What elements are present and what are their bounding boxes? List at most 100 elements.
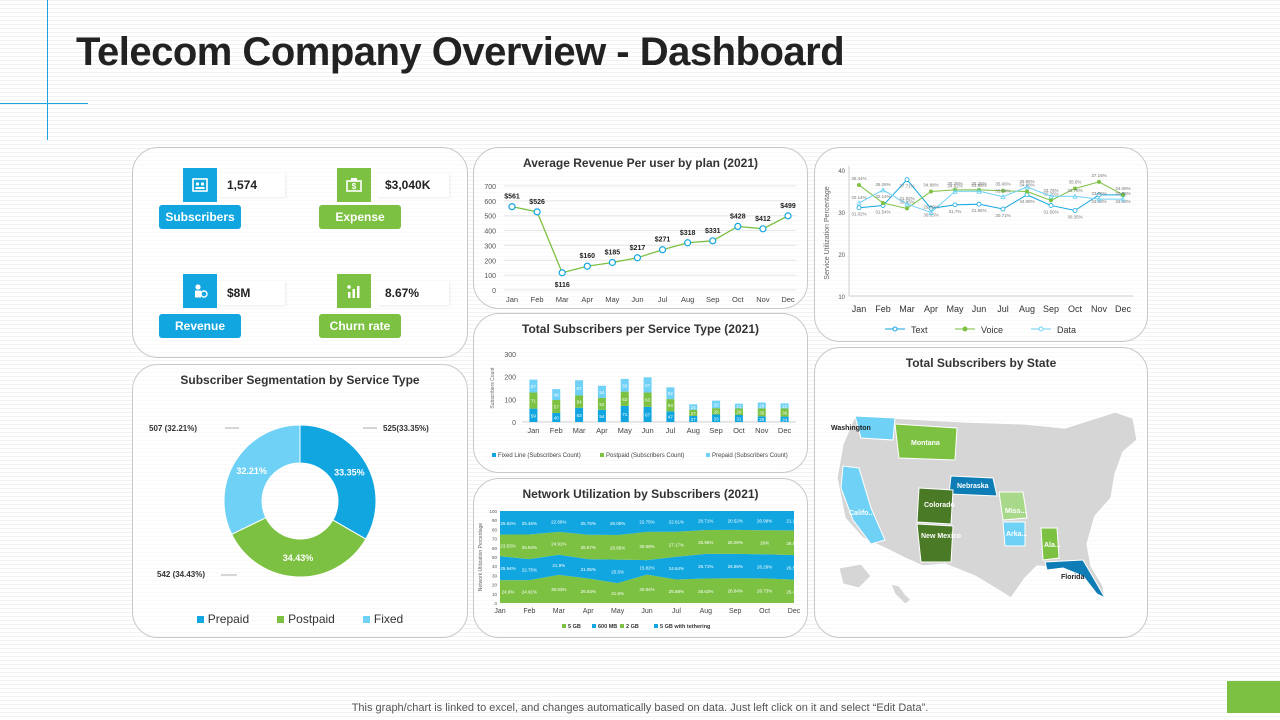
area-data-label: 26.84% xyxy=(522,545,537,550)
util-point-text xyxy=(1000,206,1006,212)
state-california[interactable] xyxy=(840,465,886,545)
state-new-mexico[interactable] xyxy=(916,523,954,563)
arpu-point xyxy=(684,239,692,247)
page-title: Telecom Company Overview - Dashboard xyxy=(76,30,845,74)
network-panel: Network Utilization by Subscribers (2021… xyxy=(473,478,808,638)
map-label-california: Califo... xyxy=(849,510,874,517)
arpu-point xyxy=(558,269,566,277)
state-colorado[interactable] xyxy=(916,487,954,525)
churn-label: Churn rate xyxy=(319,314,401,338)
bar-segment xyxy=(620,405,629,422)
bar-segment xyxy=(597,409,606,422)
state-alabama[interactable] xyxy=(1040,527,1060,561)
arpu-data-label: $217 xyxy=(630,245,646,252)
network-chart: 0 10 20 30 40 50 60 70 80 90 100 Network Utilizatio… xyxy=(478,509,802,630)
state-missouri[interactable] xyxy=(998,491,1028,521)
arpu-point xyxy=(608,258,616,267)
bar-data-label: 71 xyxy=(531,399,537,404)
util-data-label: 34.88% xyxy=(923,183,938,188)
util-data-label: 31.7% xyxy=(949,209,962,214)
bar-data-label: 28 xyxy=(714,409,720,414)
area-data-label: 26.58% xyxy=(786,565,801,570)
bar-data-label: 71 xyxy=(622,412,628,417)
pie-slice-label: 34.43% xyxy=(283,553,314,563)
bar-xtick: Jan xyxy=(527,426,539,435)
bar-segment xyxy=(575,407,584,422)
bar-legend-label: Postpaid (Subscribers Count) xyxy=(606,453,684,459)
util-legend-label: Data xyxy=(1057,325,1076,335)
arpu-title: Average Revenue Per user by plan (2021) xyxy=(523,156,758,170)
expense-label: Expense xyxy=(319,205,401,229)
area-legend-label: 5 GB with tethering xyxy=(660,624,710,630)
bar-data-label: 21 xyxy=(736,404,742,409)
bar-segment xyxy=(689,409,698,416)
bar-data-label: 67 xyxy=(645,383,651,388)
util-data-label: 34.92% xyxy=(947,183,962,188)
arpu-ytick: 0 xyxy=(492,288,496,295)
arpu-xtick: Mar xyxy=(556,295,569,304)
util-data-label: 31.02% xyxy=(851,212,866,217)
area-data-label: 24.9% xyxy=(502,590,515,595)
arpu-point xyxy=(734,222,742,231)
util-point-voice xyxy=(1073,186,1077,191)
area-data-label: 26.84% xyxy=(728,589,743,594)
area-xtick: Jun xyxy=(641,608,652,615)
util-series-line-data xyxy=(858,186,1123,214)
arpu-xtick: May xyxy=(605,295,619,304)
bar-data-label: 59 xyxy=(531,413,537,418)
bar-segment xyxy=(552,412,561,422)
util-xtick: Aug xyxy=(1019,304,1035,314)
bar-segment xyxy=(575,380,584,396)
map-label-washington: Washington xyxy=(831,425,871,432)
state-montana[interactable] xyxy=(894,423,958,461)
area-data-label: 20.98% xyxy=(757,519,772,524)
state-nebraska[interactable] xyxy=(948,475,998,497)
util-xtick: Jan xyxy=(852,304,867,314)
area-xtick: Jan xyxy=(494,608,505,615)
bar-xtick: Apr xyxy=(596,426,608,435)
bar-data-label: 54 xyxy=(599,414,605,419)
area-legend-label: 2 GB xyxy=(626,624,639,630)
bar-segment xyxy=(780,408,789,417)
bar-segment xyxy=(666,387,675,400)
state-florida[interactable] xyxy=(1044,559,1107,600)
segmentation-chart: 33.35% 34.43% 32.21% 525(33.35%) 542 (34.43%… xyxy=(149,424,429,579)
map-label-colorado: Colorado xyxy=(924,502,955,509)
arpu-data-label: $561 xyxy=(504,194,520,201)
revenue-label: Revenue xyxy=(159,314,241,338)
bar-segment xyxy=(529,379,538,393)
bar-xtick: Oct xyxy=(733,426,746,435)
util-point-data xyxy=(1072,193,1078,199)
bar-segment xyxy=(712,414,721,422)
arpu-data-label: $428 xyxy=(730,213,746,220)
bar-segment xyxy=(620,391,629,406)
bar-ytick: 100 xyxy=(504,397,516,404)
arpu-xtick: Feb xyxy=(531,295,544,304)
state-washington[interactable] xyxy=(854,415,896,441)
area-legend-label: 5 GB xyxy=(568,624,581,630)
area-ytick: 60 xyxy=(492,546,498,551)
subscribers-label: Subscribers xyxy=(159,205,241,229)
bar-legend-swatch xyxy=(706,453,710,457)
bar-segment xyxy=(780,416,789,422)
bar-ytick: 0 xyxy=(512,420,516,427)
area-xtick: Apr xyxy=(583,608,595,615)
area-xtick: Oct xyxy=(759,608,770,615)
bar-data-label: 63 xyxy=(577,413,583,418)
area-xtick: Dec xyxy=(788,608,801,615)
arpu-data-label: $160 xyxy=(579,253,595,260)
arpu-chart: 0 100 200 300 400 500 600 700 Jan Feb Mar Apr May Jun… xyxy=(484,184,796,304)
bar-segment xyxy=(643,392,652,407)
bar-segment xyxy=(597,397,606,410)
util-data-label: 35.26% xyxy=(947,181,962,186)
area-data-label: 24.91% xyxy=(522,590,537,595)
state-arkansas[interactable] xyxy=(1002,521,1026,547)
arpu-point xyxy=(759,225,767,233)
util-point-voice xyxy=(881,201,885,206)
util-data-label: 34.96% xyxy=(971,183,986,188)
area-data-label: 24.91% xyxy=(551,541,566,546)
bar-xtick: Nov xyxy=(755,426,769,435)
area-data-label: 26.57% xyxy=(581,545,596,550)
area-data-label: 30.84% xyxy=(639,587,654,592)
arpu-point xyxy=(508,203,516,211)
